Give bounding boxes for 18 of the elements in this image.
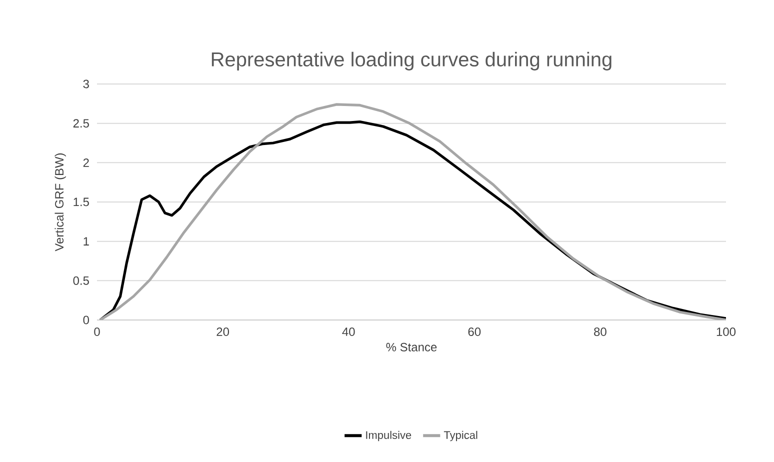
x-tick-label: 20 xyxy=(216,328,230,336)
legend-label: Typical xyxy=(444,430,478,442)
y-tick-label: 2 xyxy=(83,158,89,167)
x-tick-label: 100 xyxy=(716,328,736,336)
x-axis-title: % Stance xyxy=(386,342,437,352)
chart-title: Representative loading curves during running xyxy=(212,52,612,70)
y-tick-label: 0.5 xyxy=(73,276,89,285)
y-tick-label: 3 xyxy=(83,80,89,88)
legend-label: Impulsive xyxy=(366,430,412,442)
x-tick-label: 80 xyxy=(594,328,606,336)
y-axis-title: Vertical GRF (BW) xyxy=(54,153,66,252)
y-tick-label: 2.5 xyxy=(73,119,89,128)
y-tick-label: 1.5 xyxy=(74,198,89,206)
x-tick-label: 60 xyxy=(468,328,481,336)
x-tick-label: 0 xyxy=(94,328,100,336)
y-tick-label: 1 xyxy=(84,237,89,246)
x-tick-label: 40 xyxy=(342,328,355,336)
y-tick-label: 0 xyxy=(83,316,90,324)
